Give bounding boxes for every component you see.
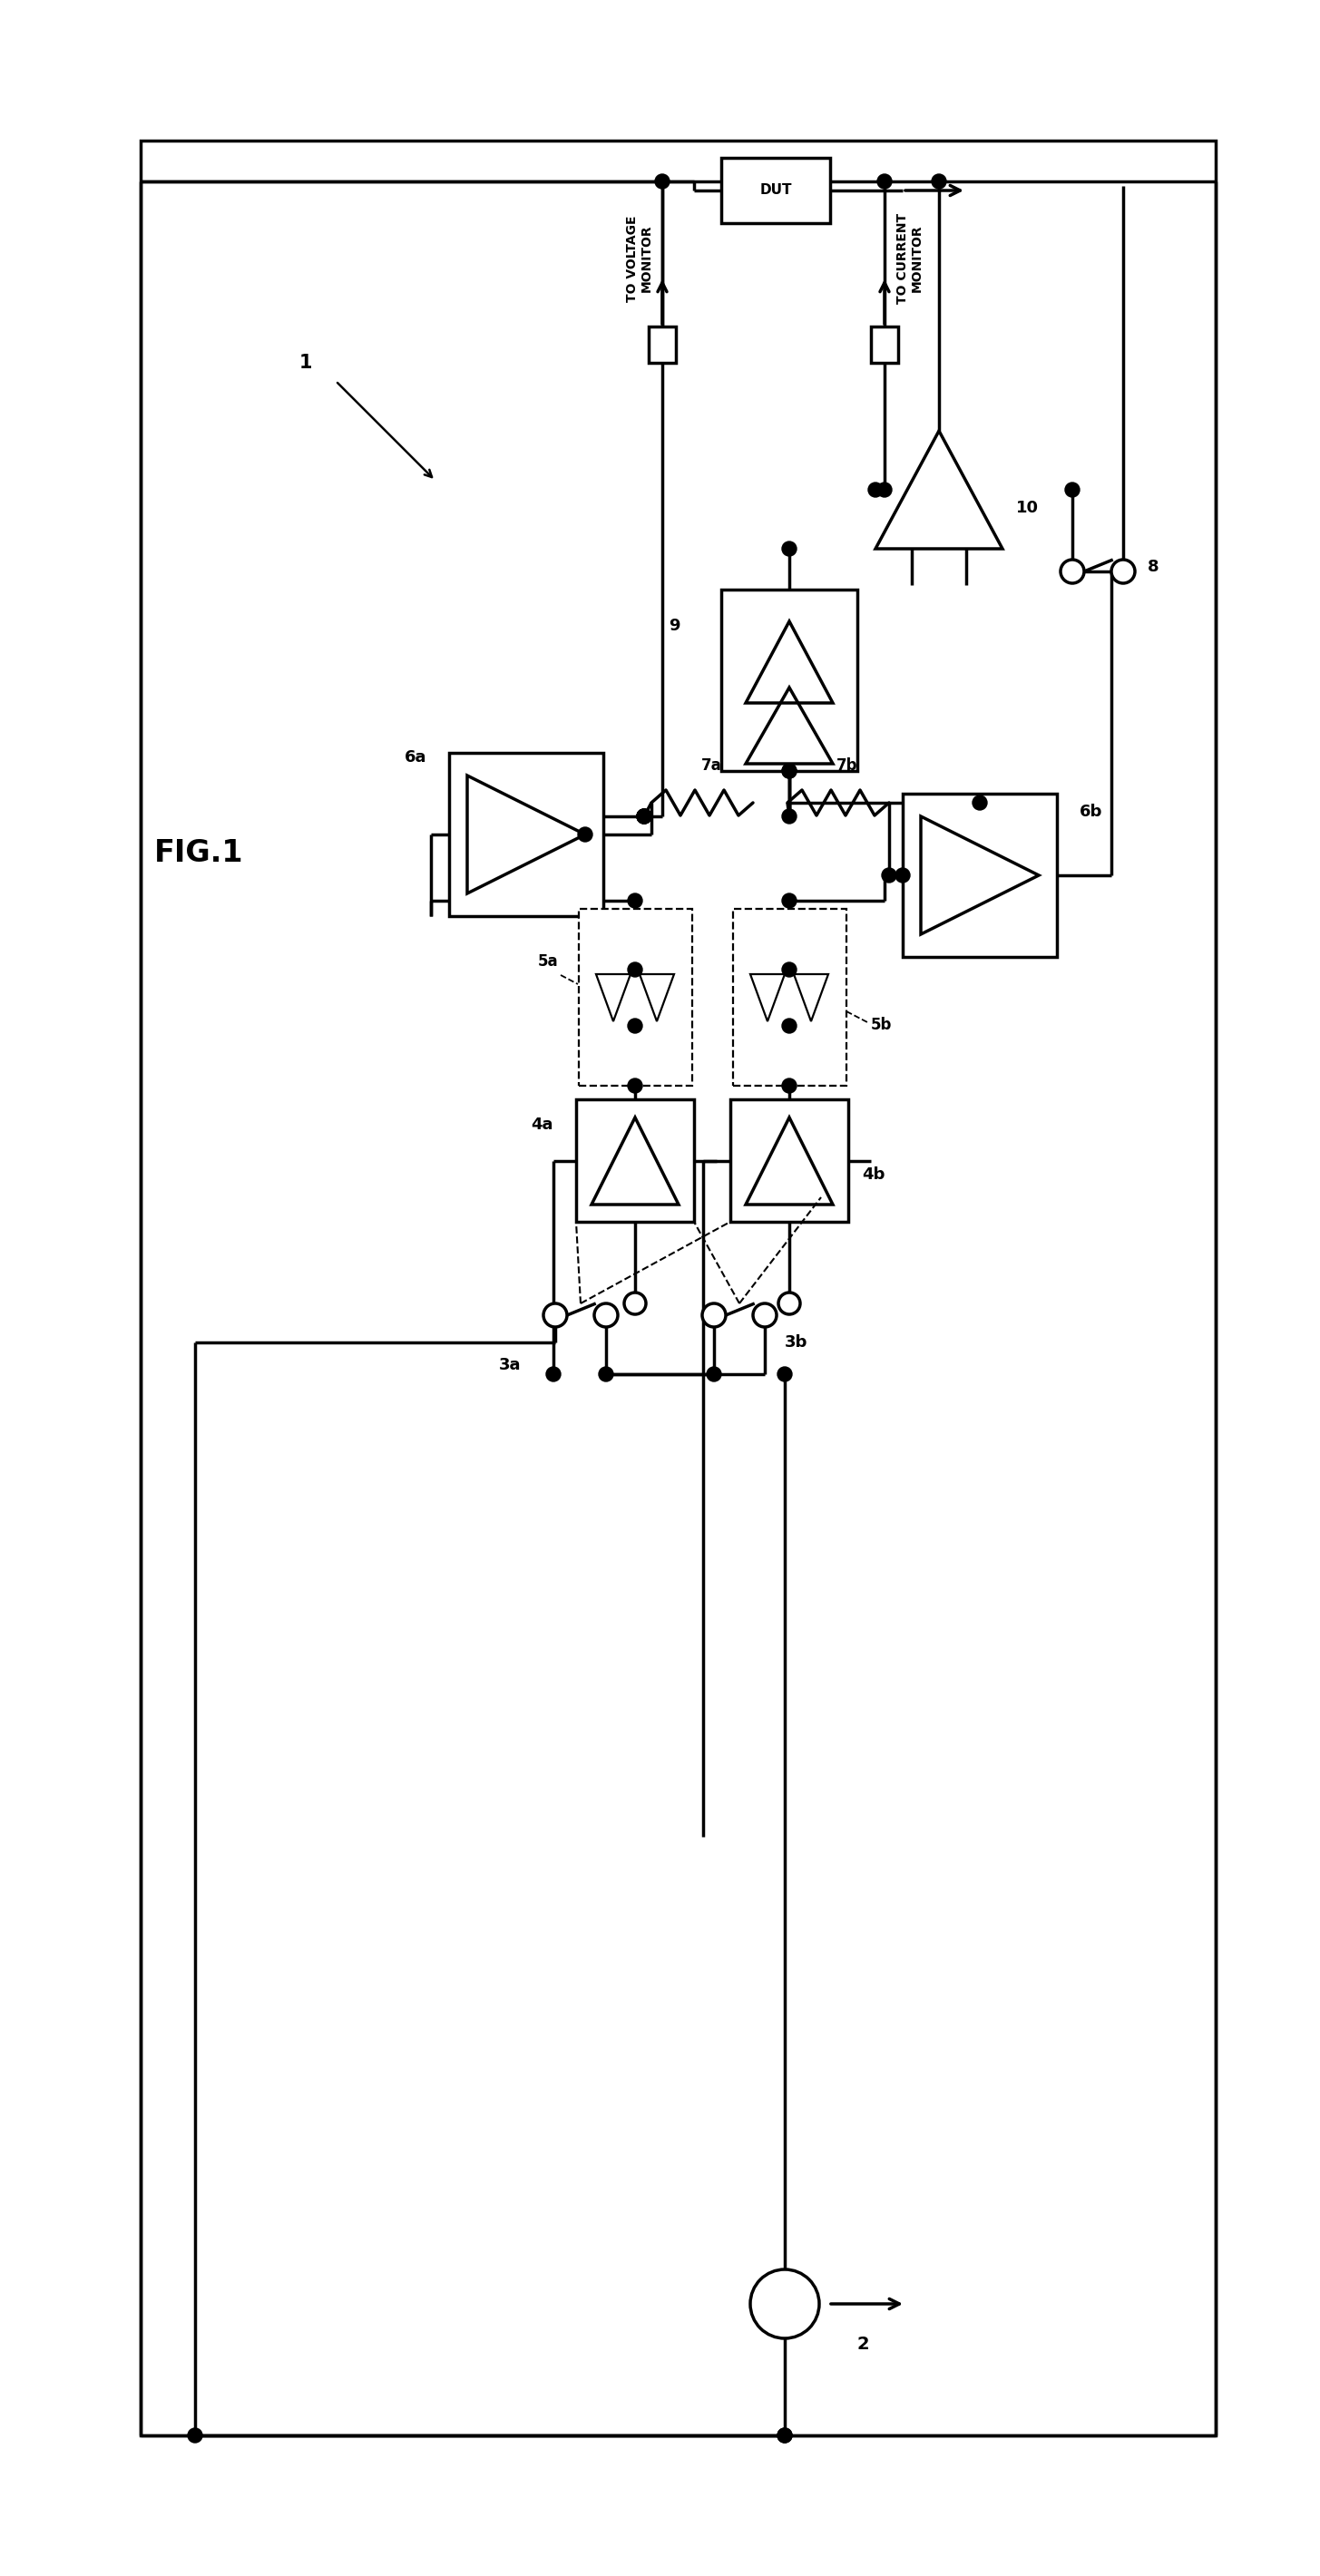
Circle shape [636,809,651,824]
Bar [578,909,692,1084]
Text: 2: 2 [857,2336,870,2354]
Circle shape [636,809,651,824]
Circle shape [702,1303,726,1327]
Circle shape [882,868,896,884]
Circle shape [628,1079,643,1092]
Text: 10: 10 [1016,500,1039,515]
Circle shape [777,2429,792,2442]
Text: 3a: 3a [499,1358,521,1373]
Text: TO CURRENT
MONITOR: TO CURRENT MONITOR [896,214,924,304]
Bar [903,793,1057,956]
Bar [449,752,603,917]
Bar [141,142,1216,2434]
Text: DUT: DUT [759,183,792,198]
Text: 4a: 4a [531,1115,553,1133]
Text: 1: 1 [300,353,313,371]
Circle shape [599,1368,614,1381]
Bar [576,1100,694,1221]
Circle shape [546,1368,561,1381]
Circle shape [781,762,796,778]
Text: 6a: 6a [404,750,426,765]
Circle shape [706,1368,721,1381]
Circle shape [781,1018,796,1033]
Circle shape [781,809,796,824]
Bar [721,157,830,224]
Circle shape [1060,559,1084,582]
Text: 8: 8 [1147,559,1159,574]
Circle shape [777,2429,792,2442]
Circle shape [779,1293,800,1314]
Circle shape [578,827,593,842]
Circle shape [878,175,892,188]
Circle shape [781,963,796,976]
Text: 5a: 5a [537,953,558,969]
Text: 9: 9 [669,618,680,634]
Circle shape [781,762,796,778]
Circle shape [628,894,643,907]
Circle shape [973,796,987,809]
Circle shape [636,809,651,824]
Circle shape [869,482,883,497]
Circle shape [781,894,796,907]
Bar [871,327,898,363]
Text: 5b: 5b [871,1018,892,1033]
Circle shape [752,1303,776,1327]
Circle shape [777,1368,792,1381]
Text: 7a: 7a [701,757,722,773]
Circle shape [594,1303,618,1327]
Bar [648,327,676,363]
Text: 7b: 7b [837,757,858,773]
Circle shape [628,963,643,976]
Circle shape [187,2429,202,2442]
Circle shape [1065,482,1080,497]
Circle shape [878,482,892,497]
Circle shape [781,541,796,556]
Circle shape [1111,559,1135,582]
Circle shape [624,1293,645,1314]
Circle shape [544,1303,568,1327]
Text: TO VOLTAGE
MONITOR: TO VOLTAGE MONITOR [626,216,653,301]
Text: 4b: 4b [862,1167,884,1182]
Circle shape [750,2269,820,2339]
Circle shape [895,868,909,884]
Bar [721,590,857,770]
Bar [730,1100,849,1221]
Circle shape [655,175,669,188]
Circle shape [636,809,651,824]
Circle shape [781,1079,796,1092]
Text: 3b: 3b [785,1334,808,1350]
Circle shape [932,175,946,188]
Text: FIG.1: FIG.1 [154,837,244,868]
Circle shape [628,1018,643,1033]
Bar [733,909,846,1084]
Text: 6b: 6b [1080,804,1102,819]
